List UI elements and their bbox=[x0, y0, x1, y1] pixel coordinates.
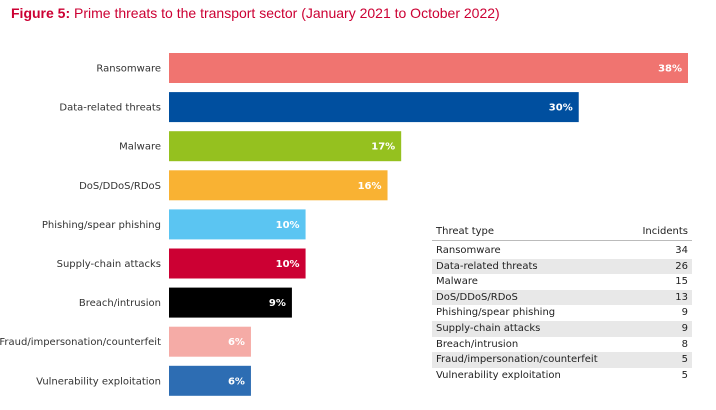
bar bbox=[169, 53, 688, 83]
incidents-cell: 15 bbox=[675, 276, 688, 288]
incidents-cell: 5 bbox=[681, 369, 688, 381]
table-row: Fraud/impersonation/counterfeit 5 bbox=[432, 352, 692, 368]
table-header-row: Threat type Incidents bbox=[432, 222, 692, 241]
table-row: Breach/intrusion 8 bbox=[432, 337, 692, 353]
threat-type-cell: Phishing/spear phishing bbox=[436, 307, 556, 319]
bar bbox=[169, 365, 251, 396]
category-label: DoS/DDoS/RDoS bbox=[79, 181, 161, 192]
threat-type-cell: Ransomware bbox=[436, 245, 501, 256]
bar bbox=[169, 287, 292, 318]
threat-type-cell: Data-related threats bbox=[432, 258, 630, 275]
table-row: Data-related threats 26 bbox=[432, 258, 692, 275]
category-label: Phishing/spear phishing bbox=[42, 220, 161, 231]
value-label: 16% bbox=[358, 181, 382, 192]
category-label: Supply-chain attacks bbox=[57, 259, 161, 270]
value-label: 6% bbox=[228, 337, 245, 348]
chart-title: Figure 5: Prime threats to the transport… bbox=[11, 5, 500, 21]
table-row: Phishing/spear phishing 9 bbox=[432, 305, 692, 321]
incidents-cell: 9 bbox=[681, 307, 688, 319]
category-label: Malware bbox=[119, 142, 161, 153]
table-row: DoS/DDoS/RDoS 13 bbox=[432, 289, 692, 306]
value-label: 10% bbox=[276, 220, 300, 231]
category-label: Data-related threats bbox=[59, 103, 161, 114]
threat-type-cell: Fraud/impersonation/counterfeit bbox=[432, 352, 630, 368]
incidents-table: Threat type Incidents Ransomware 34 Data-r… bbox=[432, 222, 692, 383]
value-label: 17% bbox=[371, 142, 395, 153]
category-label: Breach/intrusion bbox=[79, 298, 161, 309]
value-label: 30% bbox=[549, 103, 573, 114]
category-label: Vulnerability exploitation bbox=[36, 376, 161, 387]
table-row: Malware 15 bbox=[432, 274, 692, 290]
table-body: Ransomware 34 Data-related threats 26 Malwar… bbox=[432, 241, 692, 384]
bar bbox=[169, 248, 306, 279]
table-row: Vulnerability exploitation 5 bbox=[432, 368, 692, 384]
table-row: Supply-chain attacks 9 bbox=[432, 320, 692, 337]
bar bbox=[169, 131, 402, 162]
threat-type-cell: DoS/DDoS/RDoS bbox=[432, 289, 630, 306]
value-label: 6% bbox=[228, 376, 245, 387]
bar bbox=[169, 92, 579, 123]
incidents-cell: 9 bbox=[629, 320, 692, 337]
value-label: 10% bbox=[276, 259, 300, 270]
header-threat-type: Threat type bbox=[432, 222, 630, 241]
threat-type-cell: Malware bbox=[436, 276, 478, 288]
category-label: Ransomware bbox=[96, 64, 161, 75]
bar bbox=[169, 209, 306, 240]
bar bbox=[169, 326, 251, 357]
figure-caption: Prime threats to the transport sector (J… bbox=[74, 5, 500, 21]
threat-type-cell: Supply-chain attacks bbox=[432, 320, 630, 337]
value-label: 9% bbox=[269, 298, 286, 309]
incidents-cell: 13 bbox=[629, 289, 692, 306]
bar bbox=[169, 170, 388, 201]
category-label: Fraud/impersonation/counterfeit bbox=[0, 337, 161, 348]
figure-number: Figure 5: bbox=[11, 5, 71, 21]
threat-type-cell: Vulnerability exploitation bbox=[436, 369, 561, 381]
incidents-cell: 34 bbox=[675, 245, 688, 256]
table-row: Ransomware 34 bbox=[432, 241, 692, 259]
incidents-cell: 5 bbox=[629, 352, 692, 368]
incidents-cell: 26 bbox=[629, 258, 692, 275]
threat-type-cell: Breach/intrusion bbox=[436, 338, 519, 350]
header-incidents: Incidents bbox=[629, 222, 692, 241]
incidents-cell: 8 bbox=[681, 338, 688, 350]
value-label: 38% bbox=[658, 64, 682, 75]
